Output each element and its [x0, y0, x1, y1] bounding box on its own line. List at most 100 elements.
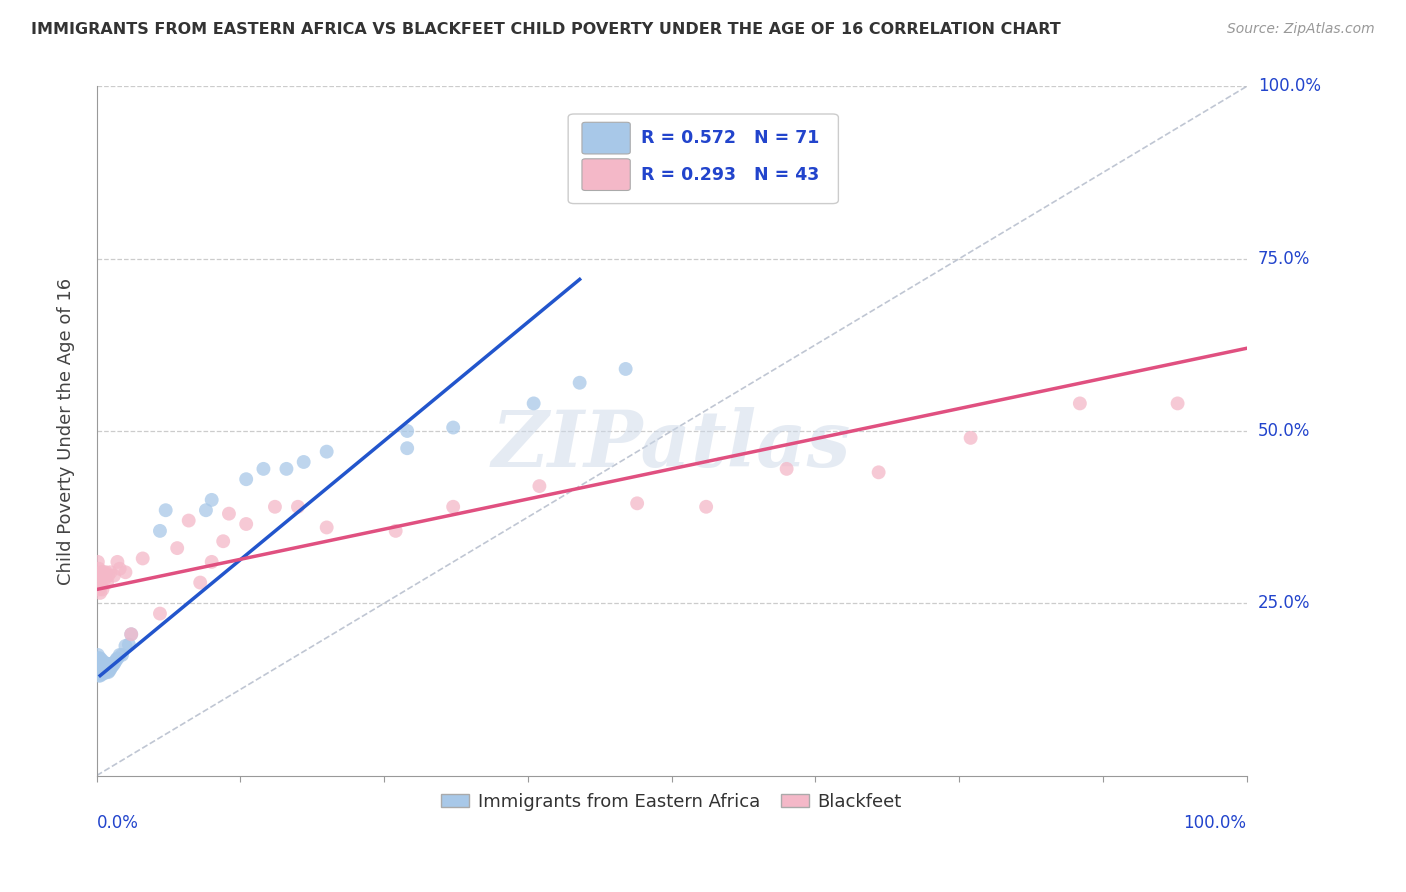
Point — [235, 472, 257, 486]
Point — [315, 444, 337, 458]
Point — [87, 651, 110, 665]
Point — [87, 651, 110, 665]
Point — [96, 575, 118, 590]
Legend: Immigrants from Eastern Africa, Blackfeet: Immigrants from Eastern Africa, Blackfee… — [434, 786, 910, 818]
Point — [100, 657, 122, 671]
Point — [94, 662, 117, 676]
Point — [96, 664, 118, 678]
Text: 50.0%: 50.0% — [1258, 422, 1310, 440]
Point — [91, 666, 114, 681]
Point — [90, 566, 112, 580]
Point — [201, 555, 224, 569]
Text: R = 0.293   N = 43: R = 0.293 N = 43 — [641, 166, 818, 184]
Point — [292, 455, 315, 469]
Y-axis label: Child Poverty Under the Age of 16: Child Poverty Under the Age of 16 — [58, 277, 75, 584]
Point — [201, 492, 224, 507]
Point — [614, 362, 637, 376]
Point — [94, 664, 117, 678]
Point — [114, 566, 136, 580]
Point — [149, 607, 172, 621]
Text: 75.0%: 75.0% — [1258, 250, 1310, 268]
Point — [695, 500, 717, 514]
Point — [105, 653, 128, 667]
Point — [103, 568, 125, 582]
Point — [118, 638, 141, 652]
Point — [441, 420, 464, 434]
Point — [252, 462, 274, 476]
Point — [89, 665, 111, 680]
Point — [87, 658, 110, 673]
FancyBboxPatch shape — [568, 114, 838, 203]
Point — [98, 658, 121, 673]
Point — [87, 655, 110, 669]
Point — [94, 566, 117, 580]
Point — [87, 658, 110, 673]
Point — [94, 661, 117, 675]
Point — [104, 655, 127, 669]
Point — [100, 662, 122, 676]
Point — [131, 551, 153, 566]
Point — [384, 524, 406, 538]
Point — [91, 582, 114, 597]
Point — [91, 659, 114, 673]
FancyBboxPatch shape — [582, 122, 630, 154]
Point — [87, 562, 110, 576]
Point — [188, 575, 211, 590]
Point — [107, 651, 129, 665]
Point — [235, 516, 257, 531]
Point — [90, 659, 112, 673]
Point — [155, 503, 177, 517]
Point — [396, 441, 419, 455]
Point — [87, 582, 110, 597]
Point — [287, 500, 309, 514]
Text: 0.0%: 0.0% — [97, 814, 139, 832]
Point — [93, 655, 115, 669]
Point — [93, 566, 115, 580]
Point — [166, 541, 188, 555]
Point — [93, 666, 115, 681]
Point — [775, 462, 797, 476]
Point — [90, 656, 112, 670]
Point — [90, 653, 112, 667]
Point — [89, 651, 111, 665]
Point — [89, 668, 111, 682]
Point — [108, 648, 131, 662]
Point — [108, 562, 131, 576]
Point — [149, 524, 172, 538]
Point — [94, 572, 117, 586]
Point — [89, 586, 111, 600]
Point — [264, 500, 287, 514]
Text: R = 0.572   N = 71: R = 0.572 N = 71 — [641, 129, 818, 147]
Point — [94, 657, 117, 671]
Point — [959, 431, 981, 445]
Point — [1167, 396, 1189, 410]
Point — [100, 566, 122, 580]
Text: Source: ZipAtlas.com: Source: ZipAtlas.com — [1227, 22, 1375, 37]
FancyBboxPatch shape — [582, 159, 630, 191]
Point — [89, 655, 111, 669]
Point — [111, 648, 134, 662]
Point — [276, 462, 298, 476]
Point — [103, 657, 125, 671]
Point — [97, 662, 120, 676]
Point — [91, 656, 114, 670]
Point — [87, 668, 110, 682]
Point — [101, 658, 124, 673]
Point — [868, 466, 890, 480]
Point — [218, 507, 240, 521]
Point — [97, 568, 120, 582]
Point — [529, 479, 551, 493]
Point — [90, 666, 112, 681]
Point — [93, 659, 115, 673]
Point — [87, 648, 110, 662]
Point — [315, 520, 337, 534]
Point — [120, 627, 142, 641]
Point — [87, 662, 110, 676]
Point — [87, 568, 110, 582]
Point — [114, 639, 136, 653]
Point — [87, 555, 110, 569]
Point — [89, 657, 111, 671]
Text: 25.0%: 25.0% — [1258, 594, 1310, 612]
Point — [93, 664, 115, 678]
Point — [97, 657, 120, 671]
